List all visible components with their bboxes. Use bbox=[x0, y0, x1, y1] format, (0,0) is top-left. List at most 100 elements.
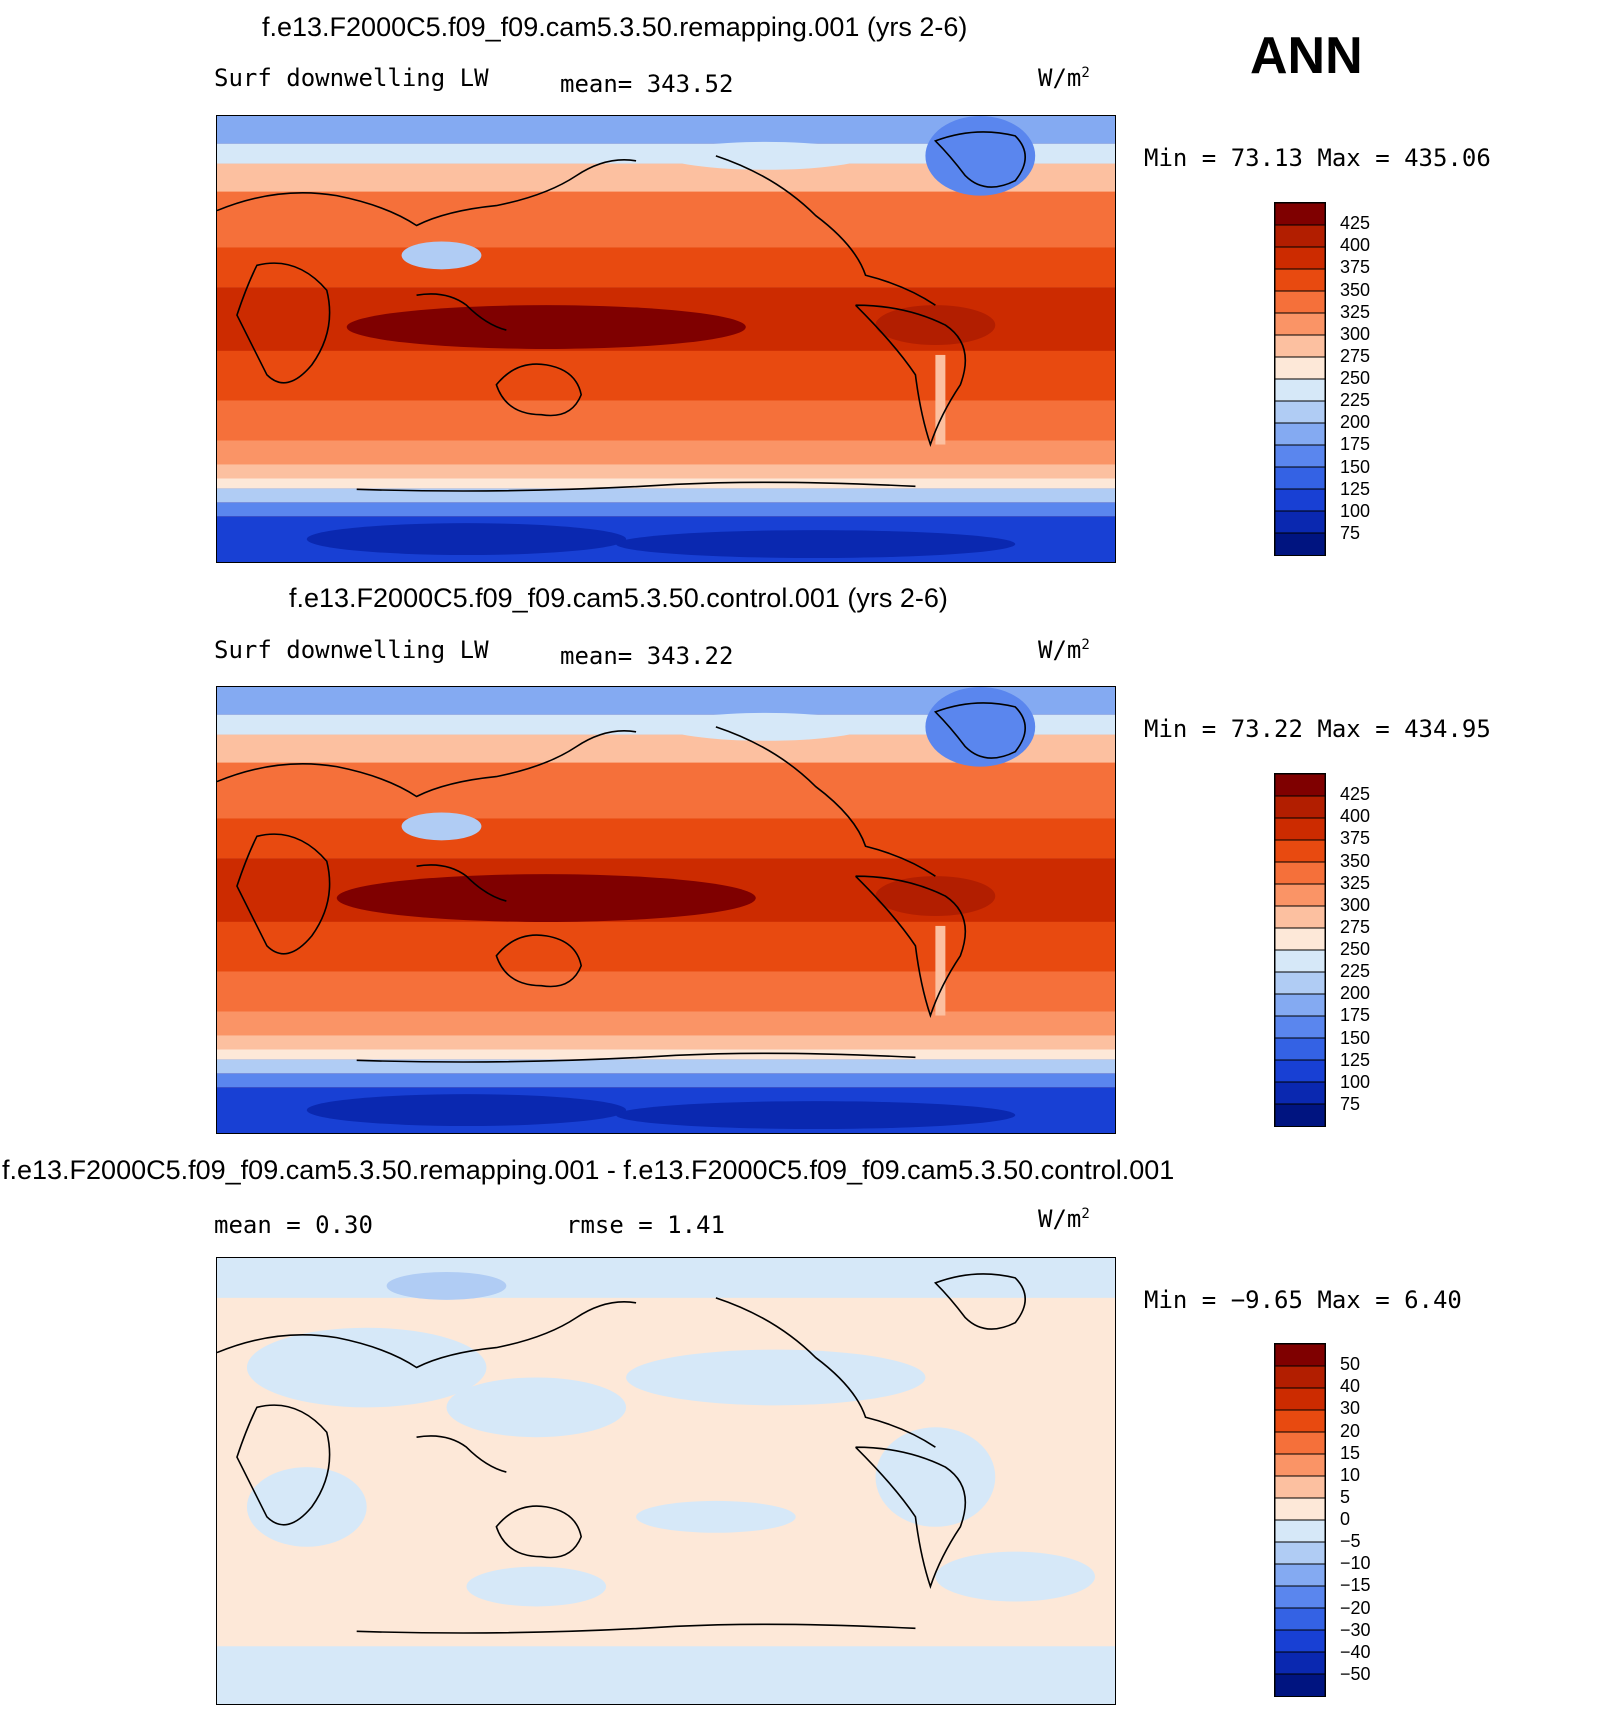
panel-title: f.e13.F2000C5.f09_f09.cam5.3.50.remappin… bbox=[2, 1155, 1175, 1185]
colorbar-tick-label: 325 bbox=[1340, 301, 1371, 322]
colorbar-tick-label: −20 bbox=[1340, 1597, 1371, 1618]
map-field bbox=[217, 116, 1115, 562]
colorbar-swatch bbox=[1275, 203, 1325, 226]
colorbar-swatch bbox=[1275, 224, 1325, 248]
colorbar-swatch bbox=[1275, 1629, 1325, 1653]
colorbar-swatch bbox=[1275, 927, 1325, 951]
colorbar-swatch bbox=[1275, 795, 1325, 819]
colorbar-tick-label: 150 bbox=[1340, 1027, 1371, 1048]
colorbar-tick-label: 425 bbox=[1340, 784, 1371, 805]
colorbar-remapping bbox=[1274, 202, 1326, 556]
colorbar-tick-label: 225 bbox=[1340, 961, 1371, 982]
colorbar-swatch bbox=[1275, 444, 1325, 468]
colorbar-tick-label: 300 bbox=[1340, 894, 1371, 915]
min-max-label: Min = −9.65 Max = 6.40 bbox=[1144, 1286, 1462, 1314]
colorbar-swatches bbox=[1275, 203, 1325, 555]
colorbar-swatch bbox=[1275, 839, 1325, 863]
colorbar-difference bbox=[1274, 1343, 1326, 1697]
colorbar-tick-label: 175 bbox=[1340, 434, 1371, 455]
units-label: W/m2 bbox=[1038, 1205, 1090, 1233]
colorbar-tick-label: 125 bbox=[1340, 478, 1371, 499]
colorbar-tick-label: 100 bbox=[1340, 1071, 1371, 1092]
colorbar-tick-label: 325 bbox=[1340, 872, 1371, 893]
colorbar-swatch bbox=[1275, 532, 1325, 555]
colorbar-swatch bbox=[1275, 1475, 1325, 1499]
colorbar-swatch bbox=[1275, 1453, 1325, 1477]
colorbar-swatch bbox=[1275, 1585, 1325, 1609]
colorbar-tick-label: 250 bbox=[1340, 368, 1371, 388]
colorbar-tick-label: 250 bbox=[1340, 939, 1371, 959]
colorbar-tick-label: 375 bbox=[1340, 828, 1371, 849]
colorbar-swatch bbox=[1275, 1519, 1325, 1543]
colorbar-swatches bbox=[1275, 774, 1325, 1126]
colorbar-tick-label: 150 bbox=[1340, 456, 1371, 477]
colorbar-tick-label: 275 bbox=[1340, 345, 1371, 366]
colorbar-swatch bbox=[1275, 378, 1325, 402]
colorbar-tick-label: 400 bbox=[1340, 235, 1371, 256]
colorbar-tick-label: 40 bbox=[1340, 1376, 1361, 1397]
min-max-label: Min = 73.13 Max = 435.06 bbox=[1144, 144, 1491, 172]
colorbar-tick-label: 100 bbox=[1340, 500, 1371, 521]
colorbar-swatch bbox=[1275, 993, 1325, 1017]
colorbar-swatch bbox=[1275, 312, 1325, 336]
colorbar-tick-label: 375 bbox=[1340, 257, 1371, 278]
colorbar-tick-label: 300 bbox=[1340, 323, 1371, 344]
map-field bbox=[217, 1258, 1115, 1704]
min-max-label: Min = 73.22 Max = 434.95 bbox=[1144, 715, 1491, 743]
colorbar-tick-label: 75 bbox=[1340, 1093, 1361, 1114]
season-label: ANN bbox=[1250, 27, 1363, 85]
colorbar-swatch bbox=[1275, 1081, 1325, 1105]
colorbar-tick-label: 75 bbox=[1340, 522, 1361, 543]
colorbar-tick-label: 50 bbox=[1340, 1354, 1361, 1375]
colorbar-swatch bbox=[1275, 1541, 1325, 1565]
colorbar-tick-label: 275 bbox=[1340, 916, 1371, 937]
colorbar-swatch bbox=[1275, 356, 1325, 380]
colorbar-swatch bbox=[1275, 1387, 1325, 1411]
colorbar-swatch bbox=[1275, 1409, 1325, 1433]
colorbar-swatch bbox=[1275, 1563, 1325, 1587]
colorbar-swatch bbox=[1275, 905, 1325, 929]
colorbar-tick-label: 200 bbox=[1340, 412, 1371, 433]
colorbar-swatch bbox=[1275, 949, 1325, 973]
mean-label: mean= 343.52 bbox=[560, 70, 734, 98]
rmse-label: rmse = 1.41 bbox=[566, 1211, 725, 1239]
colorbar-swatch bbox=[1275, 1365, 1325, 1389]
colorbar-tick-label: 350 bbox=[1340, 850, 1371, 871]
colorbar-swatch bbox=[1275, 268, 1325, 292]
colorbar-control bbox=[1274, 773, 1326, 1127]
units-label: W/m2 bbox=[1038, 636, 1090, 664]
colorbar-swatch bbox=[1275, 861, 1325, 885]
colorbar-tick-label: 10 bbox=[1340, 1464, 1361, 1485]
colorbar-swatch bbox=[1275, 971, 1325, 995]
colorbar-tick-label: 5 bbox=[1340, 1486, 1351, 1507]
colorbar-tick-label: −30 bbox=[1340, 1619, 1371, 1640]
colorbar-swatch bbox=[1275, 290, 1325, 314]
colorbar-swatch bbox=[1275, 1497, 1325, 1521]
colorbar-tick-label: −40 bbox=[1340, 1641, 1371, 1662]
colorbar-swatch bbox=[1275, 422, 1325, 446]
colorbar-tick-label: 425 bbox=[1340, 213, 1371, 234]
colorbar-swatch bbox=[1275, 1431, 1325, 1455]
map-field bbox=[217, 687, 1115, 1133]
colorbar-tick-label: 20 bbox=[1340, 1420, 1361, 1441]
colorbar-tick-label: 200 bbox=[1340, 983, 1371, 1004]
colorbar-swatch bbox=[1275, 1344, 1325, 1367]
colorbar-swatch bbox=[1275, 774, 1325, 797]
colorbar-swatch bbox=[1275, 1651, 1325, 1675]
colorbar-swatches bbox=[1275, 1344, 1325, 1696]
colorbar-tick-label: 400 bbox=[1340, 806, 1371, 827]
colorbar-swatch bbox=[1275, 400, 1325, 424]
variable-label: Surf downwelling LW bbox=[214, 64, 489, 92]
colorbar-tick-label: −5 bbox=[1340, 1531, 1361, 1552]
map-panel-difference bbox=[216, 1257, 1116, 1705]
colorbar-swatch bbox=[1275, 817, 1325, 841]
panel-title: f.e13.F2000C5.f09_f09.cam5.3.50.control.… bbox=[289, 583, 948, 613]
colorbar-tick-label: 30 bbox=[1340, 1398, 1361, 1419]
colorbar-swatch bbox=[1275, 1607, 1325, 1631]
panel-title: f.e13.F2000C5.f09_f09.cam5.3.50.remappin… bbox=[262, 12, 968, 42]
colorbar-tick-label: −50 bbox=[1340, 1663, 1371, 1684]
colorbar-tick-label: 225 bbox=[1340, 390, 1371, 411]
colorbar-swatch bbox=[1275, 883, 1325, 907]
map-panel-remapping bbox=[216, 115, 1116, 563]
colorbar-swatch bbox=[1275, 1059, 1325, 1083]
